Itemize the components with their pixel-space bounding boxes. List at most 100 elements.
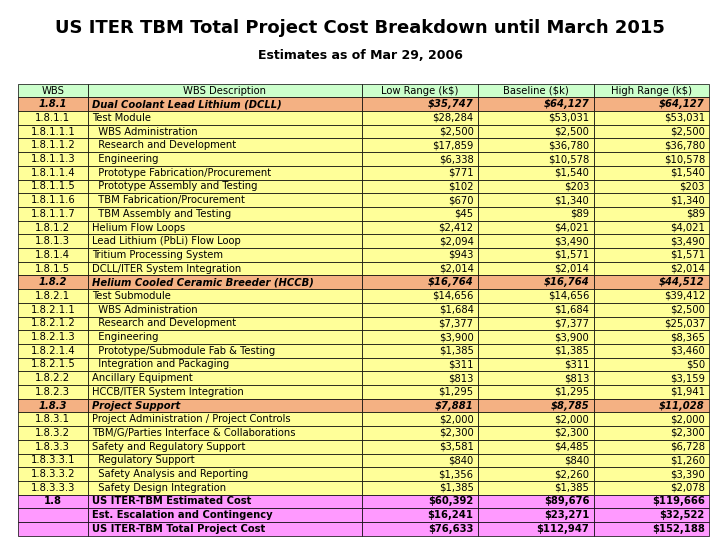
Text: TBM Fabrication/Procurement: TBM Fabrication/Procurement (92, 195, 245, 205)
Text: 1.8.2.1.2: 1.8.2.1.2 (30, 319, 75, 328)
Text: $2,300: $2,300 (554, 428, 589, 438)
Bar (362, 426, 478, 440)
Bar (593, 399, 709, 413)
Bar (593, 166, 709, 180)
Text: $119,666: $119,666 (652, 496, 705, 507)
Text: US ITER-TBM Estimated Cost: US ITER-TBM Estimated Cost (92, 496, 251, 507)
Bar (362, 125, 478, 138)
Bar (478, 138, 593, 152)
Text: US ITER-TBM Total Project Cost: US ITER-TBM Total Project Cost (92, 524, 265, 534)
Text: $670: $670 (448, 195, 474, 205)
Text: $203: $203 (680, 181, 705, 191)
Text: 1.8.1.1: 1.8.1.1 (35, 113, 71, 123)
Bar (478, 413, 593, 426)
Bar (478, 357, 593, 372)
Bar (593, 275, 709, 289)
Text: $2,000: $2,000 (670, 414, 705, 424)
Text: $943: $943 (448, 250, 474, 260)
Bar (88, 330, 362, 344)
Bar (478, 330, 593, 344)
Text: $2,094: $2,094 (438, 236, 474, 246)
Bar (478, 440, 593, 454)
Bar (18, 97, 88, 111)
Text: $89: $89 (685, 209, 705, 219)
Text: Ancillary Equipment: Ancillary Equipment (92, 373, 193, 383)
Bar (362, 138, 478, 152)
Text: $6,728: $6,728 (670, 442, 705, 451)
Text: 1.8.3.2: 1.8.3.2 (35, 428, 71, 438)
Bar (362, 344, 478, 357)
Text: Engineering: Engineering (92, 154, 158, 164)
Text: Project Support: Project Support (92, 401, 180, 410)
Text: Helium Cooled Ceramic Breeder (HCCB): Helium Cooled Ceramic Breeder (HCCB) (92, 278, 314, 287)
Text: $1,684: $1,684 (438, 305, 474, 315)
Bar (18, 303, 88, 316)
Bar (478, 152, 593, 166)
Text: $3,900: $3,900 (438, 332, 474, 342)
Bar (593, 372, 709, 385)
Bar (362, 84, 478, 97)
Bar (362, 275, 478, 289)
Bar (88, 440, 362, 454)
Text: $28,284: $28,284 (433, 113, 474, 123)
Bar (593, 180, 709, 193)
Bar (478, 221, 593, 234)
Text: $89: $89 (570, 209, 589, 219)
Bar (478, 344, 593, 357)
Text: $50: $50 (685, 360, 705, 369)
Text: $3,581: $3,581 (438, 442, 474, 451)
Text: 1.8.1.1.5: 1.8.1.1.5 (30, 181, 75, 191)
Bar (593, 234, 709, 248)
Text: 1.8.1.3: 1.8.1.3 (35, 236, 71, 246)
Bar (478, 316, 593, 330)
Bar (593, 289, 709, 303)
Text: $6,338: $6,338 (438, 154, 474, 164)
Text: $25,037: $25,037 (664, 319, 705, 328)
Bar (18, 372, 88, 385)
Bar (593, 248, 709, 262)
Bar (478, 193, 593, 207)
Bar (18, 467, 88, 481)
Text: $10,578: $10,578 (664, 154, 705, 164)
Bar (362, 495, 478, 508)
Bar (88, 111, 362, 125)
Bar (18, 193, 88, 207)
Bar (593, 357, 709, 372)
Text: Regulatory Support: Regulatory Support (92, 455, 194, 465)
Text: High Range (k$): High Range (k$) (611, 85, 692, 96)
Bar (18, 125, 88, 138)
Text: $7,377: $7,377 (554, 319, 589, 328)
Text: Safety Design Integration: Safety Design Integration (92, 483, 226, 492)
Bar (593, 97, 709, 111)
Text: $44,512: $44,512 (659, 278, 705, 287)
Text: $7,881: $7,881 (435, 401, 474, 410)
Bar (593, 454, 709, 467)
Text: $3,900: $3,900 (554, 332, 589, 342)
Bar (362, 330, 478, 344)
Bar (88, 454, 362, 467)
Text: $2,500: $2,500 (554, 127, 589, 137)
Text: $1,540: $1,540 (554, 168, 589, 178)
Bar (18, 385, 88, 399)
Bar (362, 152, 478, 166)
Text: $3,390: $3,390 (670, 469, 705, 479)
Bar (88, 495, 362, 508)
Bar (18, 440, 88, 454)
Text: $1,385: $1,385 (438, 483, 474, 492)
Text: 1.8.3.3: 1.8.3.3 (35, 442, 71, 451)
Bar (362, 234, 478, 248)
Text: 1.8.1: 1.8.1 (39, 99, 67, 109)
Text: Test Submodule: Test Submodule (92, 291, 171, 301)
Text: $17,859: $17,859 (432, 140, 474, 150)
Text: $2,412: $2,412 (438, 222, 474, 233)
Bar (18, 152, 88, 166)
Text: $1,340: $1,340 (670, 195, 705, 205)
Bar (593, 125, 709, 138)
Bar (593, 330, 709, 344)
Bar (593, 262, 709, 275)
Text: WBS Administration: WBS Administration (92, 127, 197, 137)
Bar (18, 316, 88, 330)
Bar (88, 84, 362, 97)
Bar (593, 316, 709, 330)
Text: $2,260: $2,260 (554, 469, 589, 479)
